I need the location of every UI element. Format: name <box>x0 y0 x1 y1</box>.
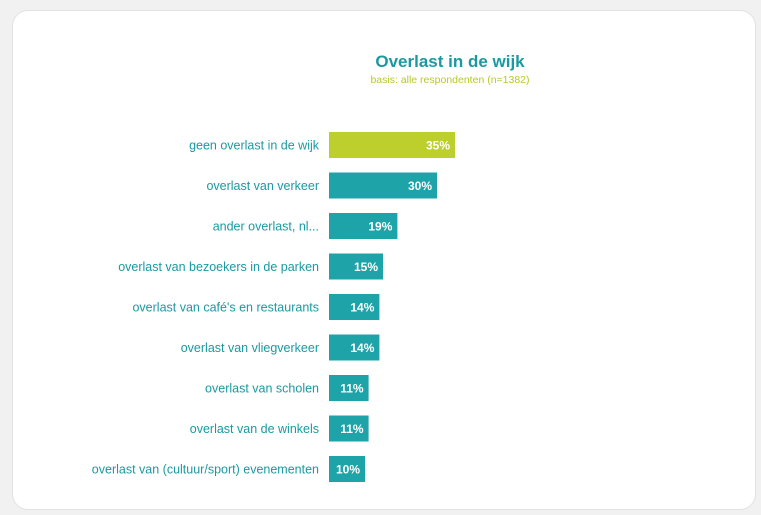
bar <box>329 213 398 239</box>
bar-value-label: 15% <box>354 260 378 274</box>
bar-value-label: 11% <box>340 422 364 436</box>
bar-value-label: 14% <box>350 341 374 355</box>
bar-value-label: 10% <box>336 463 360 477</box>
bar <box>329 253 383 280</box>
category-label: overlast van (cultuur/sport) evenementen <box>92 463 319 477</box>
bar-value-label: 35% <box>426 139 450 153</box>
bar-value-label: 19% <box>368 220 392 234</box>
bar <box>329 334 380 361</box>
bar-value-label: 30% <box>408 179 432 193</box>
category-label: ander overlast, nl... <box>213 220 319 234</box>
chart-card <box>12 10 756 510</box>
category-label: overlast van scholen <box>205 382 319 396</box>
category-label: overlast van café's en restaurants <box>132 301 319 315</box>
chart-title: Overlast in de wijk <box>375 52 525 71</box>
category-label: overlast van verkeer <box>206 179 319 193</box>
category-label: geen overlast in de wijk <box>189 139 320 153</box>
bar <box>329 415 369 442</box>
bar <box>329 294 380 320</box>
bar-value-label: 14% <box>350 301 374 315</box>
bar <box>329 375 369 401</box>
bar <box>329 172 437 199</box>
bar <box>329 132 455 158</box>
category-label: overlast van de winkels <box>190 422 319 436</box>
bar <box>329 456 365 482</box>
category-label: overlast van bezoekers in de parken <box>118 260 319 274</box>
category-label: overlast van vliegverkeer <box>181 341 319 355</box>
bar-value-label: 11% <box>340 382 364 396</box>
chart-subtitle: basis: alle respondenten (n=1382) <box>370 74 530 86</box>
